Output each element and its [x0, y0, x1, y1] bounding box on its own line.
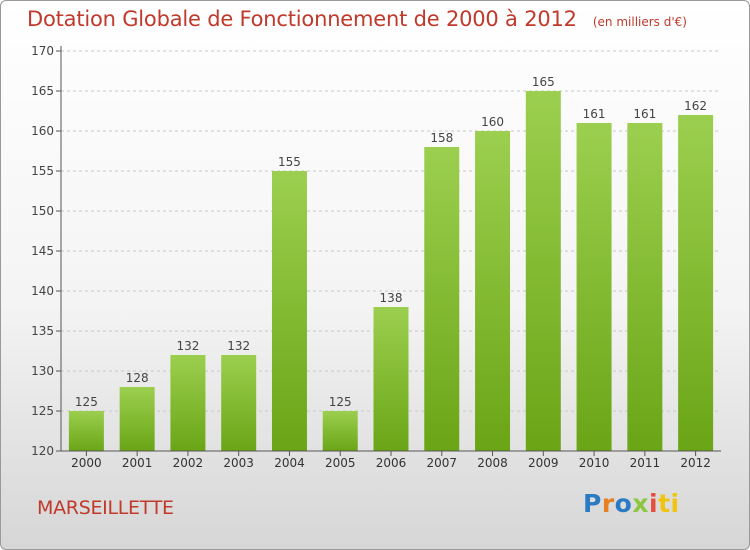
labels: 120 125 130 135 140 145 150 155 160 165 170 125 2000… [31, 44, 711, 470]
bar-value-label: 125 [329, 395, 352, 409]
bar [424, 147, 460, 451]
chart-title-text: Dotation Globale de Fonctionnement de 20… [27, 7, 577, 31]
bars [68, 91, 714, 451]
x-tick-label: 2004 [274, 456, 305, 470]
logo-letter: o [614, 489, 633, 518]
y-tick-label: 155 [31, 164, 54, 178]
logo-letter: P [583, 489, 602, 518]
bar [119, 387, 155, 451]
bar-value-label: 161 [583, 107, 606, 121]
chart-unit: (en milliers d'€) [592, 15, 687, 29]
bar-value-label: 138 [380, 291, 403, 305]
x-tick-label: 2002 [173, 456, 204, 470]
y-tick-label: 150 [31, 204, 54, 218]
y-tick-label: 120 [31, 444, 54, 458]
bar-value-label: 160 [481, 115, 504, 129]
bar-value-label: 165 [532, 75, 555, 89]
y-tick-label: 170 [31, 44, 54, 58]
bar-value-label: 161 [633, 107, 656, 121]
bar [271, 171, 307, 451]
x-tick-label: 2010 [579, 456, 610, 470]
bar-value-label: 162 [684, 99, 707, 113]
y-tick-label: 130 [31, 364, 54, 378]
bar [678, 115, 714, 451]
bar [475, 131, 511, 451]
x-tick-label: 2005 [325, 456, 356, 470]
bar-value-label: 125 [75, 395, 98, 409]
chart-title: Dotation Globale de Fonctionnement de 20… [27, 7, 687, 31]
y-tick-label: 145 [31, 244, 54, 258]
x-tick-label: 2008 [477, 456, 508, 470]
logo-letter: r [601, 489, 615, 518]
bar [170, 355, 206, 451]
x-tick-label: 2000 [71, 456, 102, 470]
x-tick-label: 2012 [680, 456, 711, 470]
bar-value-label: 128 [126, 371, 149, 385]
logo-letter: i [649, 489, 659, 518]
x-tick-label: 2001 [122, 456, 153, 470]
logo-letter: x [632, 489, 649, 518]
x-tick-label: 2003 [223, 456, 254, 470]
bar [322, 411, 358, 451]
bar [221, 355, 257, 451]
bar-value-label: 132 [227, 339, 250, 353]
x-tick-label: 2007 [426, 456, 457, 470]
bar [627, 123, 663, 451]
bar [68, 411, 104, 451]
x-tick-label: 2006 [376, 456, 407, 470]
bar-value-label: 158 [430, 131, 453, 145]
proxiti-logo: Proxiti [583, 489, 680, 518]
bar [576, 123, 612, 451]
x-tick-label: 2011 [630, 456, 661, 470]
axes [56, 46, 721, 456]
y-tick-label: 125 [31, 404, 54, 418]
bar [373, 307, 409, 451]
logo-letter: ti [658, 489, 680, 518]
y-tick-label: 165 [31, 84, 54, 98]
bar-value-label: 132 [176, 339, 199, 353]
y-tick-label: 160 [31, 124, 54, 138]
y-tick-label: 140 [31, 284, 54, 298]
y-tick-label: 135 [31, 324, 54, 338]
x-tick-label: 2009 [528, 456, 559, 470]
bar-value-label: 155 [278, 155, 301, 169]
commune-name: MARSEILLETTE [37, 497, 174, 519]
bar [525, 91, 561, 451]
